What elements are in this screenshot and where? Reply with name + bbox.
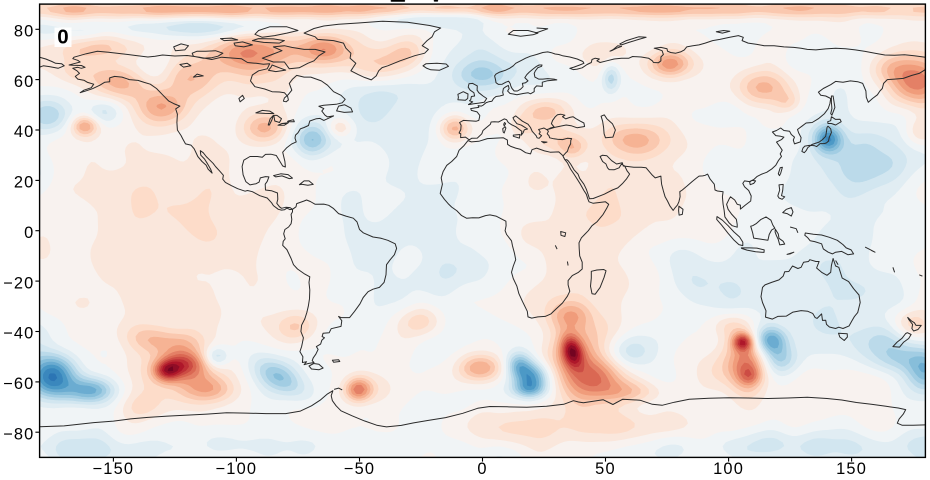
- svg-text:150: 150: [836, 460, 867, 478]
- svg-text:0: 0: [57, 26, 68, 49]
- svg-text:−20: −20: [3, 274, 34, 292]
- svg-text:0: 0: [477, 460, 487, 478]
- svg-text:60: 60: [14, 73, 35, 91]
- svg-text:−80: −80: [3, 425, 34, 443]
- svg-text:100: 100: [713, 460, 744, 478]
- svg-text:−150: −150: [93, 460, 135, 478]
- svg-text:80: 80: [14, 23, 35, 41]
- svg-text:−60: −60: [3, 375, 34, 393]
- svg-text:−50: −50: [344, 460, 375, 478]
- svg-text:0: 0: [24, 224, 34, 242]
- svg-text:−100: −100: [216, 460, 258, 478]
- svg-text:20: 20: [14, 174, 35, 192]
- svg-text:−40: −40: [3, 325, 34, 343]
- svg-text:40: 40: [14, 123, 35, 141]
- svg-text:50: 50: [595, 460, 616, 478]
